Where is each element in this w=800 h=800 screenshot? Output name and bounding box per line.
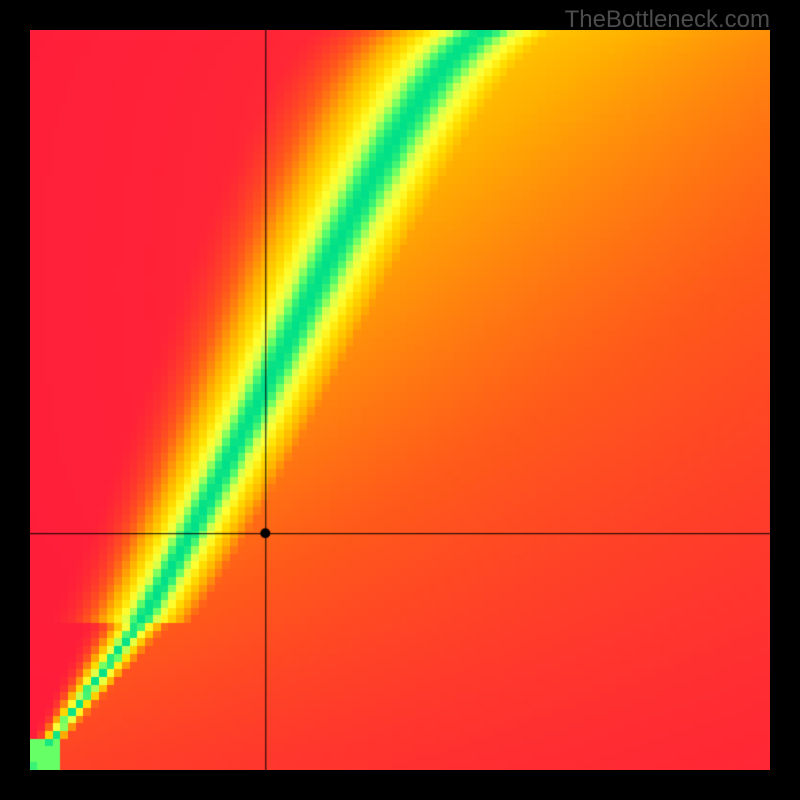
watermark-text: TheBottleneck.com — [565, 6, 770, 34]
chart-frame: TheBottleneck.com — [0, 0, 800, 800]
bottleneck-heatmap — [30, 30, 770, 770]
